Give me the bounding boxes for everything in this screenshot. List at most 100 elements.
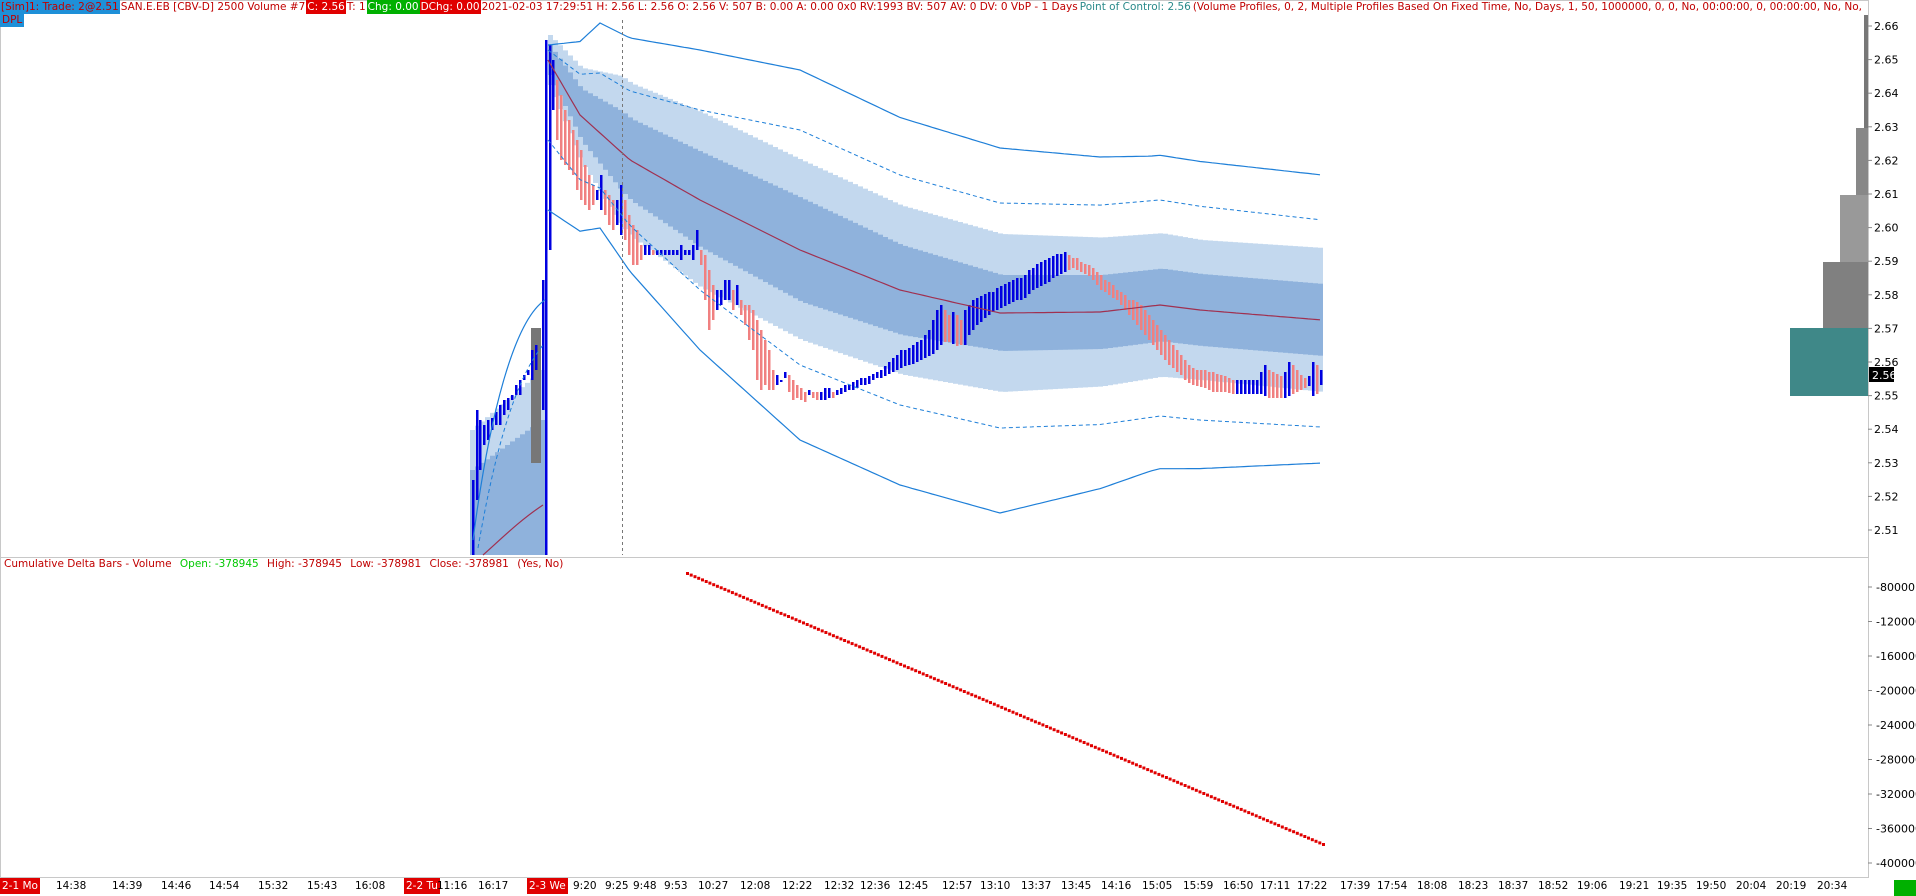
delta-bar xyxy=(1284,827,1288,831)
delta-bar xyxy=(962,690,966,693)
inner-band-segment xyxy=(525,430,530,555)
delta-bar xyxy=(989,701,992,705)
delta-bar xyxy=(955,686,959,690)
delta-bar xyxy=(1224,801,1228,805)
delta-bar xyxy=(970,693,974,697)
price-bar xyxy=(1152,320,1155,345)
delta-bar xyxy=(876,653,880,657)
dpl-label[interactable]: DPL xyxy=(0,14,25,27)
delta-bar xyxy=(790,616,794,620)
price-bar xyxy=(1284,372,1287,398)
last-price-value: 2.56 xyxy=(1872,369,1897,382)
delta-bar xyxy=(1191,787,1195,791)
time-axis-label: 20:04 xyxy=(1736,880,1767,892)
delta-bar xyxy=(910,667,914,671)
price-bar xyxy=(1204,370,1207,388)
price-bar xyxy=(628,215,631,255)
inner-band-segment xyxy=(698,151,703,247)
price-bar xyxy=(700,250,703,265)
delta-bar xyxy=(843,639,847,642)
price-bar xyxy=(1012,280,1015,302)
lower-study-legend[interactable]: Cumulative Delta Bars - Volume Open: -37… xyxy=(4,558,568,570)
delta-bar xyxy=(1004,707,1007,711)
price-bar xyxy=(1320,370,1323,385)
price-tick-label: 2.60 xyxy=(1874,222,1899,235)
price-bar xyxy=(1180,355,1183,375)
inner-band-segment xyxy=(748,174,753,274)
delta-bar xyxy=(1243,809,1247,813)
price-bar xyxy=(1016,278,1019,300)
inner-band-segment xyxy=(588,93,593,152)
delta-bar xyxy=(1056,729,1060,733)
price-bar xyxy=(1116,290,1119,300)
delta-tick-label: -120000 xyxy=(1876,616,1916,629)
delta-bar xyxy=(708,581,712,585)
inner-band-segment xyxy=(703,153,708,250)
delta-bar xyxy=(1217,798,1221,802)
chart-header-bar: [Sim]1: Trade: 2@2.51 SAN.E.EB [CBV-D] 25… xyxy=(0,0,1866,14)
inner-band-segment xyxy=(743,171,748,272)
inner-band-segment xyxy=(758,178,763,280)
inner-band-segment xyxy=(540,420,545,555)
delta-bar xyxy=(1000,705,1004,709)
inner-band-segment xyxy=(773,185,778,288)
corner-status-badge[interactable] xyxy=(1894,880,1916,896)
delta-bar xyxy=(1030,718,1034,722)
delta-bar xyxy=(1258,815,1262,819)
price-bar xyxy=(848,385,851,390)
time-axis-label: 10:27 xyxy=(698,880,729,892)
price-bar xyxy=(748,305,751,340)
delta-bar xyxy=(798,619,802,623)
volume-profile-bar xyxy=(1840,195,1868,262)
delta-bar xyxy=(1022,715,1026,719)
delta-bar xyxy=(1288,828,1292,832)
delta-bar xyxy=(1037,721,1041,725)
delta-bar xyxy=(1116,755,1120,759)
inner-band-segment xyxy=(793,194,798,299)
price-bar xyxy=(948,315,951,342)
price-bar xyxy=(560,95,563,160)
delta-bar xyxy=(760,603,764,607)
delta-bar xyxy=(775,610,779,614)
price-bar xyxy=(1068,255,1071,270)
delta-bar xyxy=(1232,804,1236,808)
delta-bar xyxy=(779,611,783,615)
price-bar xyxy=(1312,362,1315,396)
delta-bar xyxy=(1101,748,1105,752)
price-tick-label: 2.54 xyxy=(1874,423,1899,436)
delta-bar xyxy=(1134,763,1138,767)
price-bar xyxy=(924,335,927,358)
price-bar xyxy=(584,165,587,205)
price-bar xyxy=(960,320,963,345)
delta-bar xyxy=(1078,739,1082,743)
delta-bar xyxy=(932,677,936,681)
price-bar xyxy=(1308,376,1311,386)
price-bar xyxy=(1232,380,1235,394)
price-bar xyxy=(644,245,647,255)
delta-bar xyxy=(831,634,835,638)
time-axis-label: 17:54 xyxy=(1377,880,1408,892)
delta-bar xyxy=(1153,771,1157,775)
inner-band-segment xyxy=(638,122,643,207)
price-bar xyxy=(1124,295,1127,310)
price-bar xyxy=(503,400,506,415)
delta-bar xyxy=(1149,769,1153,773)
price-bar xyxy=(542,280,545,410)
time-axis-label: 18:08 xyxy=(1417,880,1448,892)
header-segment: Chg: 0.00 xyxy=(366,0,420,14)
delta-bar xyxy=(1168,777,1172,781)
price-bar xyxy=(668,250,671,255)
price-bar xyxy=(1216,374,1219,392)
price-bar xyxy=(1108,282,1111,295)
lower-study-low: Low: -378981 xyxy=(350,558,422,570)
price-bar xyxy=(756,320,759,380)
delta-bar xyxy=(719,586,723,590)
delta-bar xyxy=(899,662,903,666)
delta-bar xyxy=(1019,713,1022,717)
delta-bar xyxy=(1307,836,1310,840)
vwap-std-bands xyxy=(470,35,1323,555)
price-tick-label: 2.59 xyxy=(1874,255,1899,268)
inner-band-segment xyxy=(738,169,743,269)
price-bar xyxy=(1144,310,1147,335)
